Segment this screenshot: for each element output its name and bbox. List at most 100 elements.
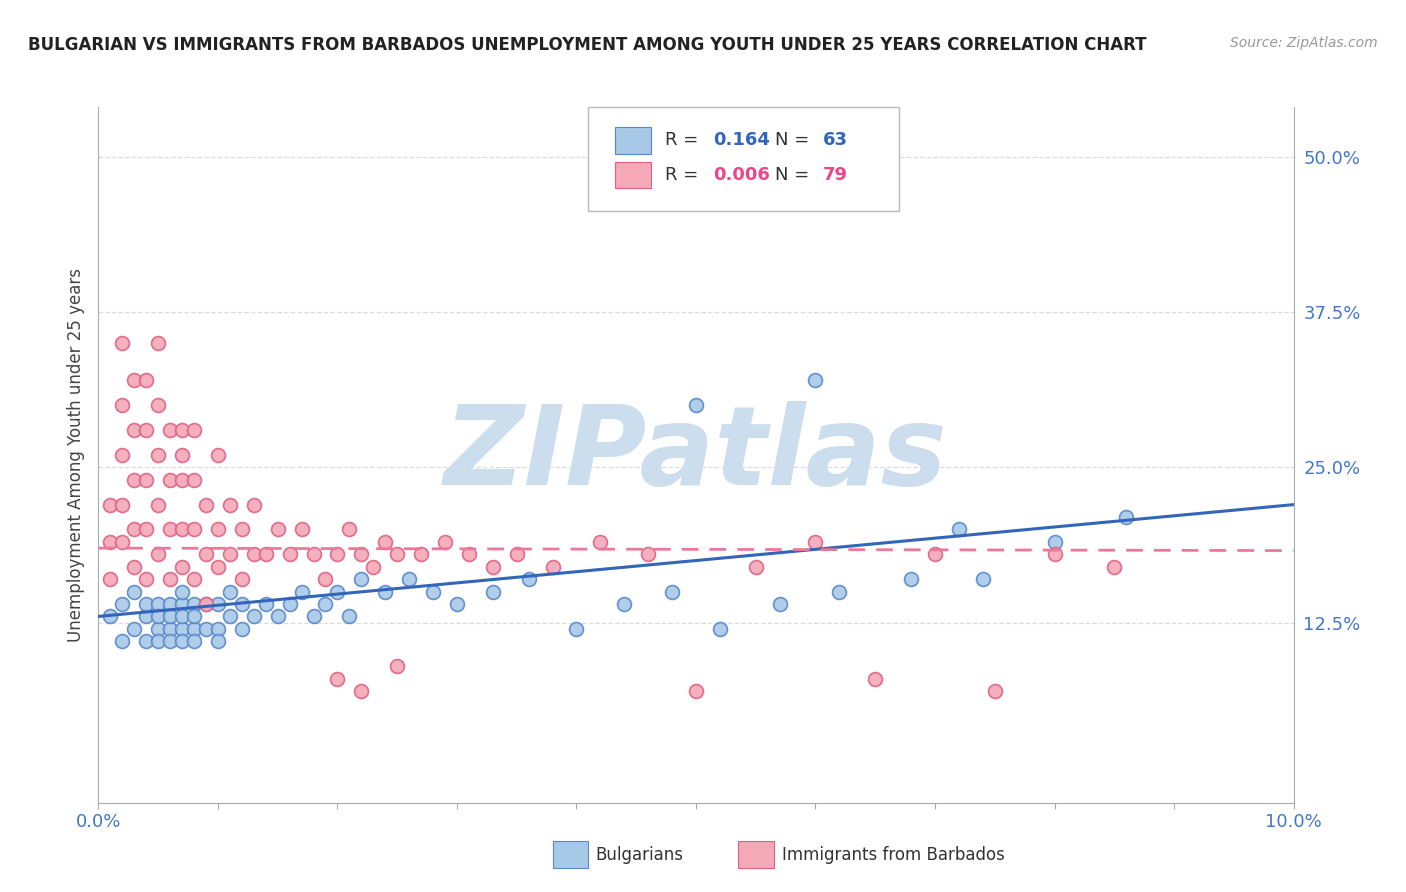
Point xyxy=(828,584,851,599)
Point xyxy=(685,398,707,412)
Point xyxy=(195,597,218,611)
Point xyxy=(183,622,205,636)
Point xyxy=(124,559,146,574)
Point xyxy=(183,597,205,611)
Point xyxy=(363,559,385,574)
Point xyxy=(98,534,122,549)
Point xyxy=(231,523,253,537)
Point xyxy=(111,398,134,412)
Point xyxy=(172,523,194,537)
Point xyxy=(972,572,994,586)
Point xyxy=(398,572,420,586)
Point xyxy=(278,597,301,611)
Text: Immigrants from Barbados: Immigrants from Barbados xyxy=(782,846,1005,864)
Point xyxy=(207,448,229,462)
Point xyxy=(124,423,146,437)
Point xyxy=(159,597,181,611)
Point xyxy=(111,634,134,648)
Point xyxy=(411,547,433,561)
Point xyxy=(207,523,229,537)
Point xyxy=(339,609,361,624)
Point xyxy=(124,584,146,599)
Point xyxy=(231,597,253,611)
Point xyxy=(374,534,396,549)
Point xyxy=(219,584,242,599)
Point xyxy=(172,597,194,611)
Point xyxy=(159,423,181,437)
Point xyxy=(207,597,229,611)
Point xyxy=(148,622,170,636)
Point xyxy=(183,523,205,537)
Point xyxy=(148,634,170,648)
FancyBboxPatch shape xyxy=(553,841,589,868)
Point xyxy=(243,609,266,624)
Point xyxy=(172,559,194,574)
Point xyxy=(183,609,205,624)
Text: N =: N = xyxy=(775,166,815,185)
Point xyxy=(326,584,349,599)
Point xyxy=(350,684,373,698)
Point xyxy=(326,547,349,561)
Point xyxy=(267,523,290,537)
Point xyxy=(159,523,181,537)
Point xyxy=(804,534,827,549)
Point xyxy=(111,336,134,351)
Point xyxy=(183,473,205,487)
FancyBboxPatch shape xyxy=(614,162,651,188)
Point xyxy=(135,609,157,624)
Point xyxy=(207,622,229,636)
Point xyxy=(350,572,373,586)
Point xyxy=(111,597,134,611)
Point xyxy=(231,572,253,586)
Point xyxy=(506,547,529,561)
Point xyxy=(254,597,277,611)
Point xyxy=(98,572,122,586)
Point xyxy=(267,609,290,624)
Text: Bulgarians: Bulgarians xyxy=(596,846,683,864)
Point xyxy=(302,547,325,561)
Text: Source: ZipAtlas.com: Source: ZipAtlas.com xyxy=(1230,36,1378,50)
Point xyxy=(613,597,636,611)
Point xyxy=(159,473,181,487)
FancyBboxPatch shape xyxy=(614,128,651,153)
Point xyxy=(183,634,205,648)
Point xyxy=(111,498,134,512)
Point xyxy=(374,584,396,599)
Point xyxy=(219,609,242,624)
Point xyxy=(135,634,157,648)
Point xyxy=(745,559,768,574)
Point xyxy=(1115,510,1137,524)
Point xyxy=(482,559,505,574)
Point xyxy=(148,336,170,351)
Point xyxy=(900,572,922,586)
Point xyxy=(291,584,314,599)
Point xyxy=(195,597,218,611)
Point xyxy=(254,547,277,561)
Y-axis label: Unemployment Among Youth under 25 years: Unemployment Among Youth under 25 years xyxy=(66,268,84,642)
Point xyxy=(637,547,659,561)
Point xyxy=(172,584,194,599)
Point xyxy=(111,534,134,549)
Point xyxy=(661,584,683,599)
Point xyxy=(350,547,373,561)
Point xyxy=(434,534,457,549)
Point xyxy=(172,473,194,487)
Point xyxy=(243,498,266,512)
Point xyxy=(291,523,314,537)
Point xyxy=(865,672,887,686)
Point xyxy=(1104,559,1126,574)
Point xyxy=(769,597,792,611)
Point xyxy=(111,448,134,462)
Point xyxy=(385,547,409,561)
Point xyxy=(315,597,337,611)
Point xyxy=(135,523,157,537)
Point xyxy=(207,559,229,574)
Text: 0.164: 0.164 xyxy=(713,131,769,150)
Point xyxy=(135,572,157,586)
Point xyxy=(135,423,157,437)
Point xyxy=(172,609,194,624)
Text: BULGARIAN VS IMMIGRANTS FROM BARBADOS UNEMPLOYMENT AMONG YOUTH UNDER 25 YEARS CO: BULGARIAN VS IMMIGRANTS FROM BARBADOS UN… xyxy=(28,36,1147,54)
Point xyxy=(159,572,181,586)
Point xyxy=(172,448,194,462)
Point xyxy=(1043,534,1066,549)
